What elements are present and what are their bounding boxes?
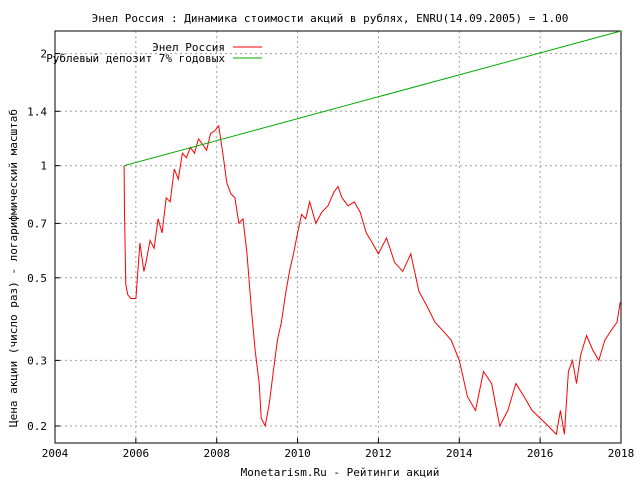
x-tick-label: 2004 — [42, 447, 69, 460]
x-tick-label: 2010 — [284, 447, 311, 460]
y-tick-label: 1 — [40, 160, 47, 173]
y-tick-label: 2 — [40, 48, 47, 61]
y-tick-label: 0.7 — [27, 217, 47, 230]
y-tick-label: 0.3 — [27, 354, 47, 367]
series-line-ruble-deposit — [123, 30, 622, 167]
x-tick-label: 2016 — [527, 447, 554, 460]
x-axis-label: Monetarism.Ru - Рейтинги акций — [241, 466, 440, 479]
x-tick-label: 2018 — [608, 447, 635, 460]
grid-lines — [55, 31, 621, 443]
chart-title: Энел Россия : Динамика стоимости акций в… — [92, 12, 569, 25]
series-line-enel-russia — [123, 124, 621, 436]
y-tick-label: 0.2 — [27, 420, 47, 433]
axes: 2004 2006 2008 2010 2012 2014 2016 2018 0.2 0.3 0.… — [27, 48, 634, 460]
x-tick-label: 2008 — [203, 447, 230, 460]
legend-label: Рублевый депозит 7% годовых — [46, 52, 225, 65]
x-tick-label: 2006 — [123, 447, 150, 460]
y-tick-label: 0.5 — [27, 272, 47, 285]
legend-label: Энел Россия — [152, 41, 225, 54]
y-tick-label: 1.4 — [27, 105, 47, 118]
series-layer — [123, 30, 622, 436]
plot-frame — [54, 30, 622, 444]
x-tick-label: 2014 — [446, 447, 473, 460]
x-tick-label: 2012 — [365, 447, 392, 460]
y-axis-label: Цена акции (число раз) - логарифмический… — [7, 109, 20, 427]
